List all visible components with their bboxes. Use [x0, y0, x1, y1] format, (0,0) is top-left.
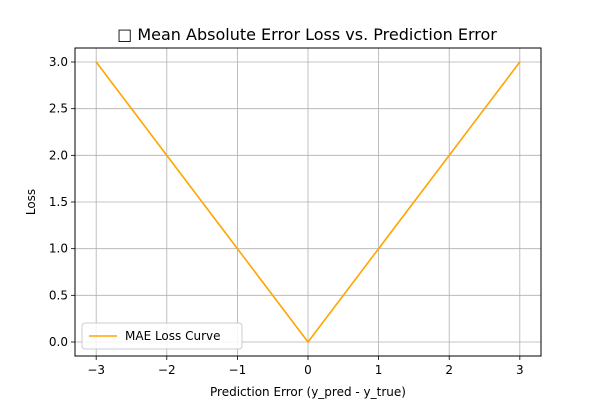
ticks: −3 −2 −1 0 1 2 3 0.0 0.5 1.0 1.5 2.0 2.5 3.0 [49, 55, 524, 377]
x-tick-label: 2 [445, 363, 453, 377]
chart-title: □ Mean Absolute Error Loss vs. Predictio… [117, 25, 497, 44]
x-tick-label: 0 [304, 363, 312, 377]
x-tick-label: 1 [375, 363, 383, 377]
series-layer [95, 61, 521, 343]
y-tick-label: 0.0 [49, 335, 68, 349]
x-tick-label: 3 [516, 363, 524, 377]
y-tick-label: 1.5 [49, 195, 68, 209]
mae-loss-line [95, 61, 521, 343]
y-tick-label: 2.5 [49, 102, 68, 116]
legend: MAE Loss Curve [81, 322, 243, 350]
y-tick-label: 0.5 [49, 288, 68, 302]
legend-box [81, 322, 243, 350]
y-tick-label: 1.0 [49, 242, 68, 256]
y-tick-label: 2.0 [49, 148, 68, 162]
x-tick-label: −3 [87, 363, 105, 377]
x-tick-label: −2 [158, 363, 176, 377]
legend-label: MAE Loss Curve [125, 329, 221, 343]
y-axis-label: Loss [24, 189, 38, 215]
x-tick-label: −1 [229, 363, 247, 377]
y-tick-label: 3.0 [49, 55, 68, 69]
x-axis-label: Prediction Error (y_pred - y_true) [210, 385, 406, 399]
